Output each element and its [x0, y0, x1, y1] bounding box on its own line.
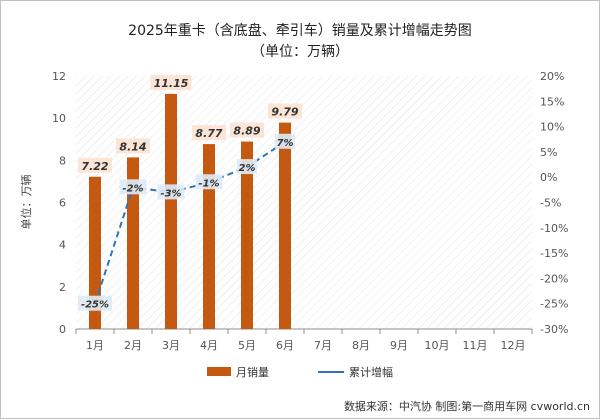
y2-tick-label: -20% [540, 272, 568, 285]
y2-tick-label: 10% [540, 121, 564, 134]
bar-data-labels: 7.22 8.14 11.15 8.77 8.89 9.79 [78, 74, 302, 173]
growth-label-background [275, 133, 295, 149]
y2-tick-label: -15% [540, 247, 568, 260]
y-axis-title: 单位：万辆 [19, 175, 33, 230]
x-tick-label: 11月 [463, 339, 488, 352]
legend-label-cumulative-growth: 累计增幅 [349, 365, 393, 379]
bar-series [89, 93, 291, 329]
chart-subtitle: （单位：万辆） [251, 44, 349, 60]
x-tick-label: 5月 [238, 339, 256, 352]
bar-label-background [116, 138, 150, 154]
bar [279, 122, 291, 329]
y2-tick-label: -10% [540, 222, 568, 235]
bar [127, 157, 139, 329]
x-tick-label: 12月 [501, 339, 526, 352]
chart-title: 2025年重卡（含底盘、牵引车）销量及累计增幅走势图 [128, 22, 472, 39]
growth-label-background [78, 295, 112, 311]
legend-swatch-monthly-sales [207, 367, 231, 376]
growth-value-label: -2% [122, 183, 143, 194]
x-tick-label: 10月 [425, 339, 450, 352]
y-tick-label: 10 [52, 112, 66, 125]
x-tick-label: 3月 [162, 339, 180, 352]
bar-label-background [268, 103, 302, 119]
y2-tick-label: 15% [540, 95, 564, 108]
bar [165, 93, 177, 329]
y2-tick-label: 20% [540, 70, 564, 83]
cumulative-growth-line [94, 140, 286, 305]
y-tick-label: 8 [59, 154, 66, 167]
y-axis-right: -30% -25% -20% -15% -10% -5% 0% 5% 10% 15% 20% [540, 70, 568, 336]
growth-value-label: -25% [81, 300, 109, 311]
growth-label-background [157, 184, 185, 200]
bar-value-label: 9.79 [271, 106, 298, 119]
x-tick-label: 8月 [352, 339, 370, 352]
y-tick-label: 12 [52, 70, 66, 83]
bar [203, 144, 215, 329]
bar-value-label: 7.22 [81, 160, 108, 173]
x-tick-label: 9月 [390, 339, 408, 352]
growth-label-background [195, 174, 223, 190]
y-tick-label: 0 [59, 323, 66, 336]
y2-tick-label: -30% [540, 323, 568, 336]
y-axis-left: 0 2 4 6 8 10 12 [52, 70, 66, 336]
legend-label-monthly-sales: 月销量 [236, 365, 269, 379]
bar-label-background [192, 125, 226, 141]
x-tick-label: 7月 [314, 339, 332, 352]
growth-label-background [119, 179, 147, 195]
y-tick-label: 2 [59, 281, 66, 294]
bar-label-background [230, 122, 264, 138]
plot-area [76, 76, 532, 329]
growth-value-label: -1% [198, 178, 219, 189]
x-tick-label: 1月 [86, 339, 104, 352]
bar [241, 141, 253, 329]
x-tick-label: 6月 [276, 339, 294, 352]
growth-value-label: 2% [239, 163, 256, 174]
growth-data-labels: -25% -2% -3% -1% 2% 7% [78, 133, 295, 311]
bar [89, 176, 101, 329]
growth-label-background [237, 159, 257, 175]
bar-label-background [150, 74, 192, 90]
y2-tick-label: -5% [540, 197, 561, 210]
bar-value-label: 8.77 [195, 127, 222, 140]
y2-tick-label: -25% [540, 298, 568, 311]
bar-value-label: 8.14 [119, 140, 146, 153]
x-tick-label: 4月 [200, 339, 218, 352]
bar-label-background [78, 157, 112, 173]
x-tick-label: 2月 [124, 339, 142, 352]
legend: 月销量 累计增幅 [207, 365, 393, 379]
y-tick-label: 6 [59, 197, 66, 210]
source-note: 数据来源：中汽协 制图:第一商用车网 cvworld.cn [344, 399, 590, 413]
y2-tick-label: 5% [540, 146, 557, 159]
y2-tick-label: 0% [540, 171, 557, 184]
bar-value-label: 11.15 [154, 77, 189, 90]
y-tick-label: 4 [59, 239, 66, 252]
growth-value-label: -3% [160, 188, 181, 199]
growth-value-label: 7% [277, 138, 294, 149]
bar-value-label: 8.89 [233, 125, 260, 138]
x-axis: 1月 2月 3月 4月 5月 6月 7月 8月 9月 10月 11月 12月 [75, 328, 533, 352]
